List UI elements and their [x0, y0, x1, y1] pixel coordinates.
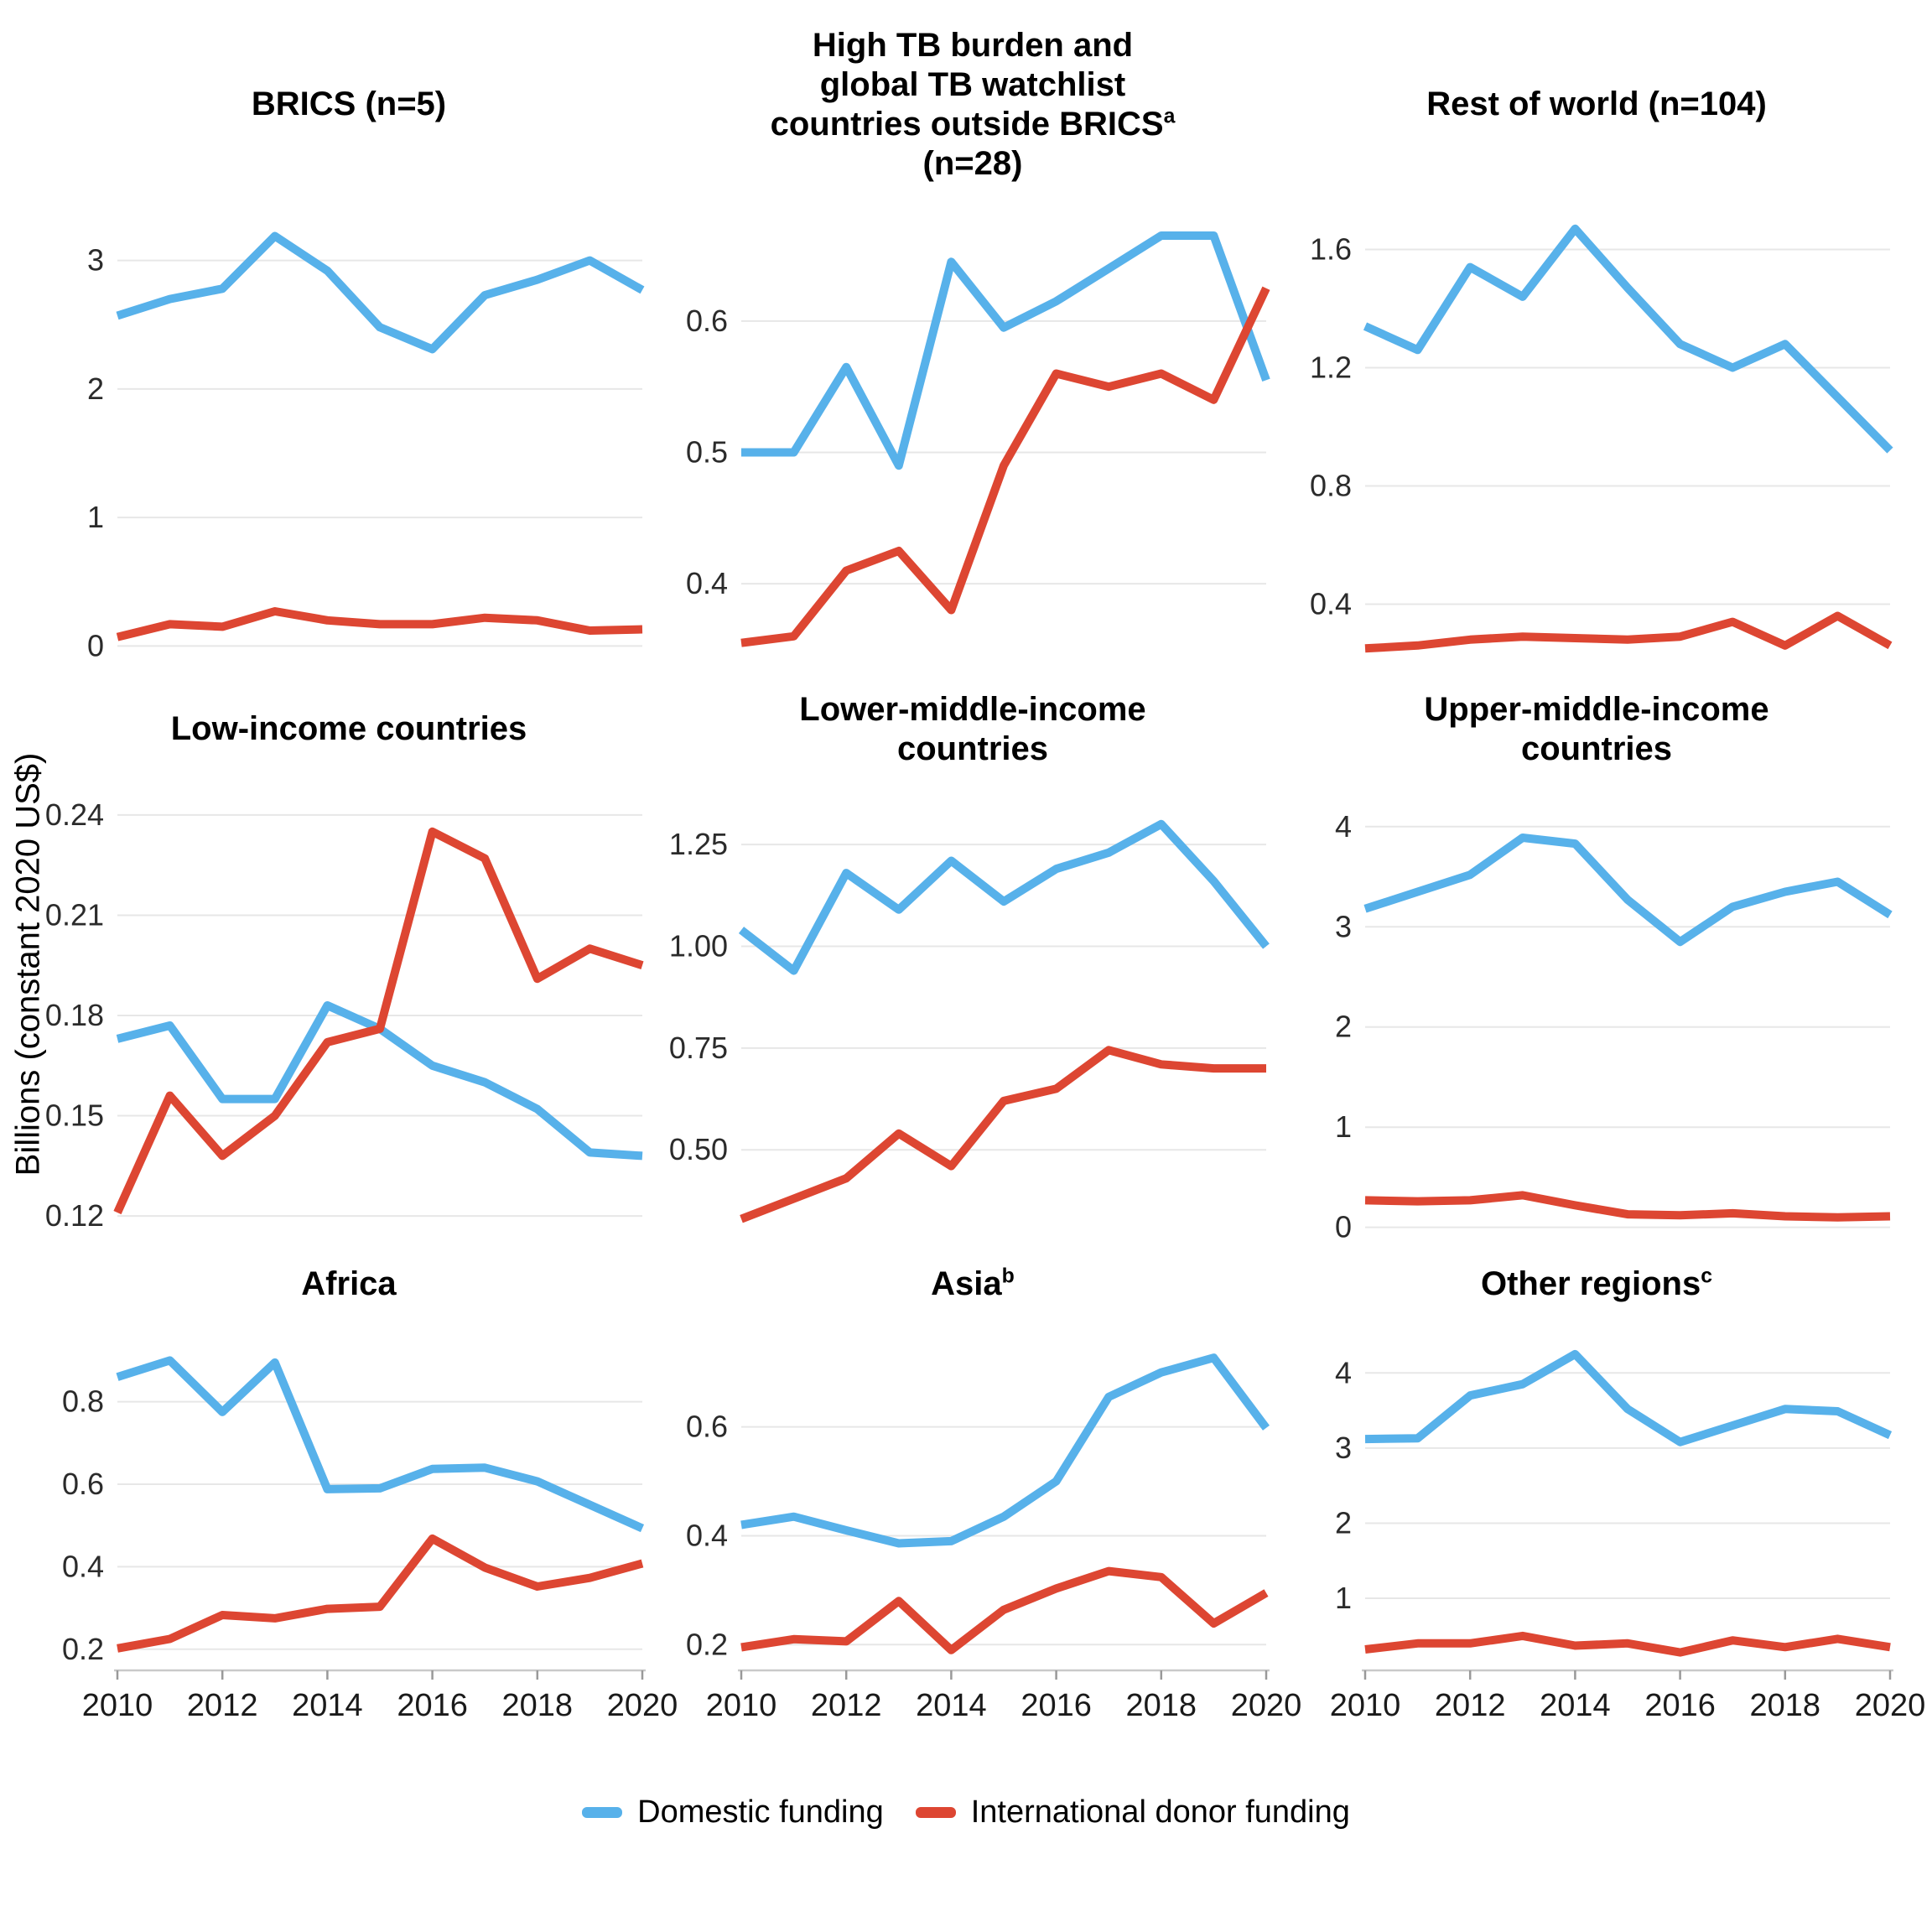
- panel-lower-middle-income: Lower-middle-income countries 0.50 0.75 1.0…: [669, 679, 1275, 1249]
- svg-text:2018: 2018: [1750, 1688, 1821, 1723]
- svg-text:2018: 2018: [1126, 1688, 1197, 1723]
- line-chart-africa: 0.2 0.4 0.6 0.8 2010 2012 2014 2016 2018 2020: [62, 1356, 678, 1723]
- svg-text:2012: 2012: [811, 1688, 882, 1723]
- svg-text:0.2: 0.2: [686, 1627, 728, 1661]
- svg-text:0.4: 0.4: [62, 1549, 104, 1583]
- panel-low-income: Low-income countries 0.12 0.15 0.18 0.21 0.2…: [45, 679, 651, 1249]
- chart-row-1: BRICS (n=5) 0 1 2 3 High TB burden and globa…: [47, 25, 1898, 679]
- y-axis-label: Billions (constant 2020 US$): [9, 752, 47, 1176]
- legend-label-domestic: Domestic funding: [637, 1794, 884, 1830]
- panel-brics: BRICS (n=5) 0 1 2 3: [47, 25, 651, 679]
- svg-text:0.12: 0.12: [45, 1198, 104, 1233]
- chart-grid: BRICS (n=5) 0 1 2 3 High TB burden and globa…: [45, 25, 1926, 1739]
- svg-text:2016: 2016: [1021, 1688, 1092, 1723]
- svg-text:0.8: 0.8: [1310, 468, 1352, 502]
- line-chart-brics: 0 1 2 3: [87, 231, 645, 662]
- panel-high-tb-watchlist: High TB burden and global TB watchlist cou…: [671, 25, 1275, 679]
- panel-title: Upper-middle-income countries: [1424, 690, 1769, 767]
- svg-text:0.15: 0.15: [45, 1098, 104, 1133]
- svg-text:0.2: 0.2: [62, 1632, 104, 1666]
- panel-title: Low-income countries: [170, 710, 527, 748]
- svg-text:1: 1: [1335, 1581, 1352, 1615]
- svg-text:2: 2: [1335, 1010, 1352, 1044]
- svg-text:2: 2: [1335, 1505, 1352, 1540]
- svg-text:2020: 2020: [607, 1688, 678, 1723]
- legend-item-international: International donor funding: [915, 1794, 1350, 1831]
- svg-text:0.6: 0.6: [62, 1467, 104, 1501]
- svg-text:2012: 2012: [1435, 1688, 1506, 1723]
- svg-text:0.4: 0.4: [686, 1518, 728, 1552]
- panel-title: Other regionsc: [1480, 1265, 1713, 1303]
- svg-text:1.2: 1.2: [1310, 350, 1352, 384]
- svg-text:2020: 2020: [1231, 1688, 1302, 1723]
- international-donor-funding-swatch-icon: [915, 1807, 956, 1818]
- svg-text:2010: 2010: [706, 1688, 777, 1723]
- chart-row-3: Africa 0.2 0.4 0.6 0.8 2010 2012 2014 2016 2018 2…: [47, 1249, 1926, 1739]
- svg-text:4: 4: [1335, 809, 1352, 844]
- line-chart-low-income: 0.12 0.15 0.18 0.21 0.24: [45, 797, 644, 1233]
- legend-item-domestic: Domestic funding: [582, 1794, 884, 1831]
- svg-text:0: 0: [87, 628, 104, 662]
- svg-text:0.6: 0.6: [686, 304, 728, 338]
- panel-title: High TB burden and global TB watchlist cou…: [770, 26, 1176, 183]
- svg-text:2014: 2014: [916, 1688, 987, 1723]
- svg-text:0.4: 0.4: [1310, 586, 1352, 621]
- svg-text:0.4: 0.4: [686, 566, 728, 600]
- legend: Domestic funding International donor fun…: [0, 1794, 1932, 1831]
- svg-text:0.50: 0.50: [669, 1132, 728, 1166]
- svg-text:2016: 2016: [397, 1688, 468, 1723]
- line-chart-asia: 0.2 0.4 0.6 2010 2012 2014 2016 2018 2020: [686, 1353, 1301, 1723]
- svg-text:0.21: 0.21: [45, 897, 104, 932]
- panel-title: Lower-middle-income countries: [799, 690, 1146, 767]
- panel-title: Asiab: [931, 1265, 1015, 1303]
- svg-text:2016: 2016: [1644, 1688, 1716, 1723]
- svg-text:0.18: 0.18: [45, 998, 104, 1032]
- svg-text:1.00: 1.00: [669, 928, 728, 963]
- svg-text:0.8: 0.8: [62, 1384, 104, 1419]
- panel-other-regions: Other regionsc 1 2 3 4 2010 2012 2014 2016 2018 2…: [1295, 1249, 1926, 1739]
- panel-rest-of-world: Rest of world (n=104) 0.4 0.8 1.2 1.6: [1295, 25, 1898, 679]
- svg-text:1: 1: [87, 500, 104, 534]
- svg-text:1.25: 1.25: [669, 827, 728, 861]
- svg-text:2012: 2012: [187, 1688, 258, 1723]
- svg-text:0: 0: [1335, 1210, 1352, 1244]
- svg-text:0.6: 0.6: [686, 1410, 728, 1444]
- svg-text:0.5: 0.5: [686, 435, 728, 470]
- svg-text:1: 1: [1335, 1109, 1352, 1144]
- svg-text:2014: 2014: [1540, 1688, 1611, 1723]
- panel-asia: Asiab 0.2 0.4 0.6 2010 2012 2014 2016 2018 2020: [671, 1249, 1301, 1739]
- domestic-funding-swatch-icon: [582, 1807, 623, 1818]
- panel-title: Rest of world (n=104): [1426, 86, 1767, 123]
- panel-upper-middle-income: Upper-middle-income countries 0 1 2 3 4: [1295, 679, 1898, 1249]
- svg-text:2020: 2020: [1855, 1688, 1926, 1723]
- svg-text:3: 3: [87, 243, 104, 278]
- svg-text:0.75: 0.75: [669, 1031, 728, 1065]
- panel-title: BRICS (n=5): [251, 86, 447, 123]
- svg-text:2018: 2018: [502, 1688, 574, 1723]
- svg-text:1.6: 1.6: [1310, 231, 1352, 266]
- chart-row-2: Low-income countries 0.12 0.15 0.18 0.21 0.2…: [45, 679, 1898, 1249]
- line-chart-other-regions: 1 2 3 4 2010 2012 2014 2016 2018 2020: [1330, 1349, 1925, 1723]
- panel-title: Africa: [301, 1265, 397, 1303]
- line-chart-high-tb-watchlist: 0.4 0.5 0.6: [686, 231, 1270, 647]
- line-chart-rest-of-world: 0.4 0.8 1.2 1.6: [1310, 224, 1893, 653]
- svg-text:4: 4: [1335, 1355, 1352, 1389]
- svg-text:0.24: 0.24: [45, 797, 104, 832]
- panel-africa: Africa 0.2 0.4 0.6 0.8 2010 2012 2014 2016 2018 2…: [47, 1249, 678, 1739]
- legend-label-international: International donor funding: [970, 1794, 1350, 1830]
- svg-text:2: 2: [87, 371, 104, 406]
- line-chart-upper-middle-income: 0 1 2 3 4: [1335, 809, 1893, 1244]
- svg-text:3: 3: [1335, 909, 1352, 943]
- line-chart-lower-middle-income: 0.50 0.75 1.00 1.25: [669, 819, 1270, 1223]
- svg-text:3: 3: [1335, 1431, 1352, 1465]
- svg-text:2010: 2010: [1330, 1688, 1401, 1723]
- svg-text:2010: 2010: [82, 1688, 153, 1723]
- svg-text:2014: 2014: [292, 1688, 363, 1723]
